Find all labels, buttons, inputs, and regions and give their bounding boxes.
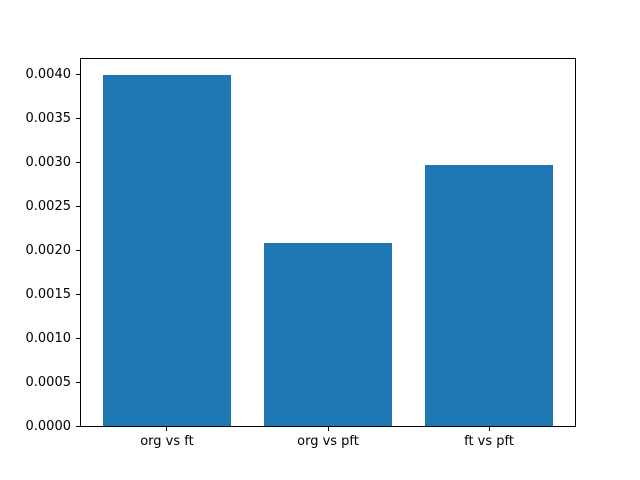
y-tick-label: 0.0010 [25,330,72,346]
y-tick-mark [76,161,80,163]
bar-org-vs-pft [263,242,393,426]
x-tick-mark [166,427,168,431]
y-tick-mark [76,205,80,207]
y-tick-label: 0.0030 [25,154,72,170]
y-tick-label: 0.0015 [25,286,72,302]
bar-org-vs-ft [102,74,232,426]
y-tick-label: 0.0040 [25,66,72,82]
y-tick-mark [76,293,80,295]
y-tick-mark [76,73,80,75]
y-tick-mark [76,337,80,339]
plot-area [80,58,576,427]
x-tick-label: ft vs pft [464,434,514,449]
y-tick-mark [76,426,80,427]
y-tick-mark [76,117,80,119]
y-tick-label: 0.0025 [25,198,72,214]
y-tick-mark [76,381,80,383]
x-tick-label: org vs pft [297,434,359,449]
y-tick-label: 0.0035 [25,110,72,126]
x-tick-mark [327,427,329,431]
x-tick-mark [488,427,490,431]
x-tick-label: org vs ft [140,434,194,449]
y-tick-label: 0.0000 [25,419,72,434]
bar-ft-vs-pft [424,165,554,426]
y-tick-label: 0.0020 [25,242,72,258]
y-tick-mark [76,249,80,251]
y-tick-label: 0.0005 [25,374,72,390]
